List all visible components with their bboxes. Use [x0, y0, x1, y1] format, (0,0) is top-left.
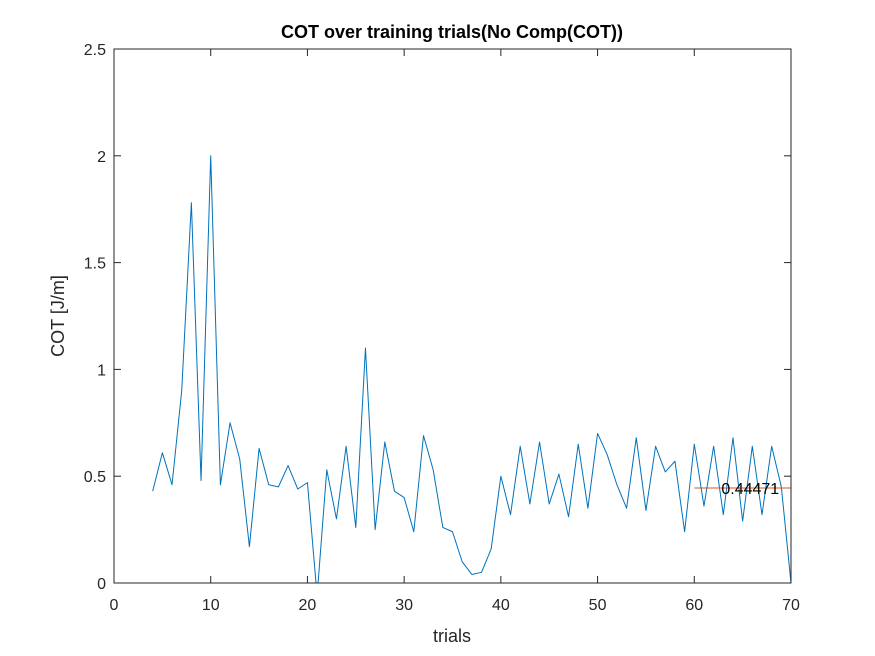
x-tick-label: 0	[110, 597, 119, 614]
y-tick-label: 2	[97, 149, 106, 166]
y-tick-label: 1.5	[84, 256, 106, 273]
annotation-label: 0.44471	[721, 481, 779, 498]
y-tick-label: 2.5	[84, 42, 106, 59]
x-tick-label: 20	[299, 597, 317, 614]
x-tick-label: 40	[492, 597, 510, 614]
plot-frame	[113, 48, 792, 584]
plot-background	[114, 49, 791, 583]
x-tick-label: 60	[685, 597, 703, 614]
x-axis-label: trials	[433, 626, 471, 646]
y-tick-label: 0	[97, 576, 106, 593]
series-line-1	[152, 155, 791, 583]
x-tick-label: 30	[395, 597, 413, 614]
y-axis-label: COT [J/m]	[48, 275, 68, 357]
chart-title: COT over training trials(No Comp(COT))	[281, 22, 623, 42]
y-tick-label: 1	[97, 362, 106, 379]
x-tick-label: 70	[782, 597, 800, 614]
x-tick-label: 50	[589, 597, 607, 614]
x-tick-label: 10	[202, 597, 220, 614]
y-tick-label: 0.5	[84, 469, 106, 486]
